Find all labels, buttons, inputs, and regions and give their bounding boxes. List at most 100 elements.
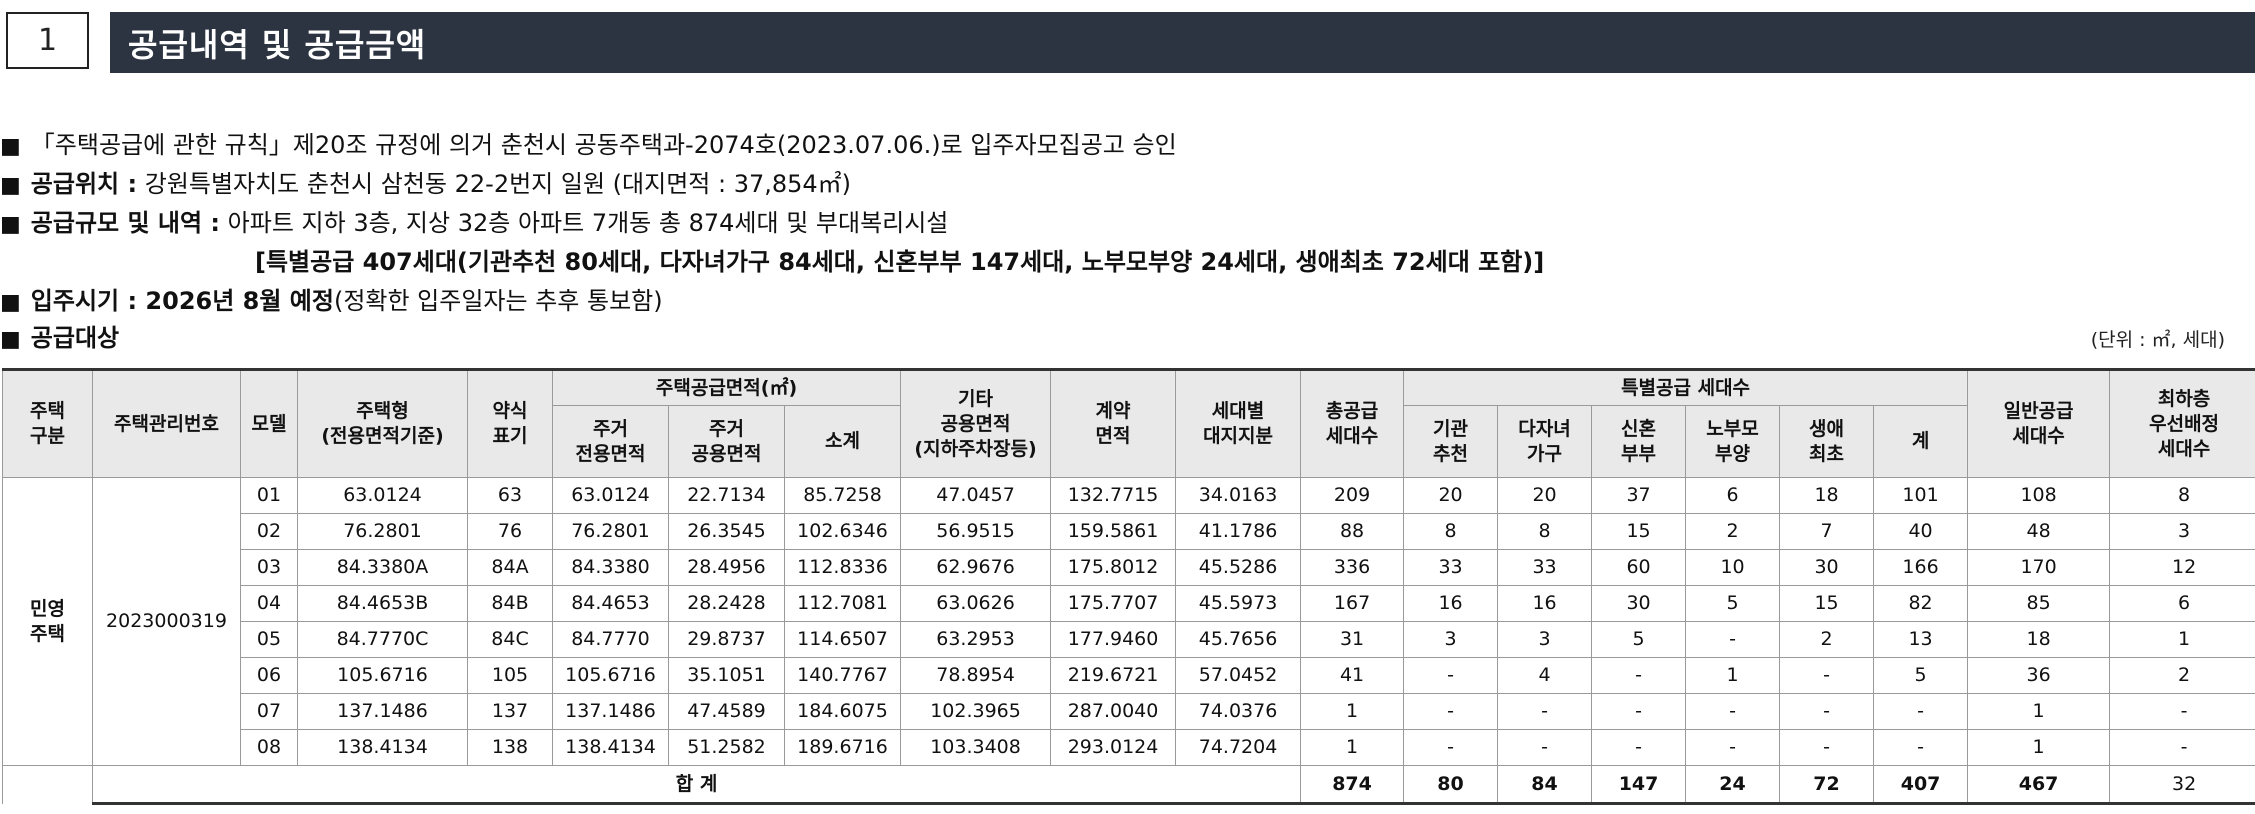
table-cell: -	[1497, 729, 1593, 766]
table-cell: 102.3965	[900, 693, 1052, 730]
total-row-blank	[2, 765, 93, 804]
table-cell: 33	[1403, 549, 1499, 586]
table-cell: 76.2801	[297, 513, 468, 550]
table-cell: 167	[1300, 585, 1405, 622]
col-housing-category: 주택 구분	[2, 369, 93, 478]
intro-target-line: ■ 공급대상	[0, 322, 119, 356]
table-cell: 2	[2109, 657, 2255, 694]
table-cell: 63.0626	[900, 585, 1052, 622]
table-cell: 63.0124	[552, 477, 669, 514]
table-cell: 219.6721	[1050, 657, 1177, 694]
table-cell: 108	[1967, 477, 2111, 514]
col-sp-multichild: 다자녀 가구	[1497, 405, 1593, 478]
table-cell: -	[1591, 657, 1687, 694]
table-cell: 177.9460	[1050, 621, 1177, 658]
table-cell: 63.2953	[900, 621, 1052, 658]
table-cell: 08	[240, 729, 298, 766]
table-cell: 8	[1497, 513, 1593, 550]
table-cell: -	[1779, 657, 1875, 694]
table-cell: 101	[1873, 477, 1969, 514]
table-cell: 84.7770	[552, 621, 669, 658]
table-cell: 62.9676	[900, 549, 1052, 586]
table-cell: 112.7081	[783, 585, 902, 622]
col-other-common: 기타 공용면적 (지하주차장등)	[900, 369, 1052, 478]
table-cell: 5	[1873, 657, 1969, 694]
table-cell: 170	[1967, 549, 2111, 586]
table-cell: 45.7656	[1175, 621, 1302, 658]
table-cell: 1	[1685, 657, 1781, 694]
table-cell: 336	[1300, 549, 1405, 586]
table-cell: -	[1497, 693, 1593, 730]
table-cell: 30	[1779, 549, 1875, 586]
table-cell: 84.3380A	[297, 549, 468, 586]
table-cell: 31	[1300, 621, 1405, 658]
table-cell: 84.7770C	[297, 621, 468, 658]
intro-movein-line: ■ 입주시기 : 2026년 8월 예정(정확한 입주일자는 추후 통보함)	[0, 285, 663, 319]
total-cell: 24	[1685, 765, 1781, 805]
table-cell: -	[1779, 729, 1875, 766]
table-cell: 175.7707	[1050, 585, 1177, 622]
col-sp-elderly: 노부모 부양	[1685, 405, 1781, 478]
table-cell: 84B	[467, 585, 553, 622]
table-cell: 112.8336	[783, 549, 902, 586]
table-cell: 33	[1497, 549, 1593, 586]
bullet-square-icon: ■	[0, 290, 21, 315]
table-cell: -	[1873, 693, 1969, 730]
table-cell: 140.7767	[783, 657, 902, 694]
table-cell: 84.4653B	[297, 585, 468, 622]
table-row: 06 105.6716 105 105.6716 35.1051 140.7767 78.8…	[3, 657, 2255, 694]
movein-value: (정확한 입주일자는 추후 통보함)	[333, 287, 663, 315]
table-cell: -	[1685, 693, 1781, 730]
table-cell: 114.6507	[783, 621, 902, 658]
table-cell: 57.0452	[1175, 657, 1302, 694]
table-cell: 1	[1300, 693, 1405, 730]
table-header: 주택 구분 주택관리번호 모델 주택형 (전용면적기준) 약식 표기 주택공급면…	[2, 369, 2255, 478]
table-row: 민영 주택 2023000319 01 63.0124 63 63.0124 22.7134…	[2, 477, 2255, 766]
table-cell: 04	[240, 585, 298, 622]
table-cell: 74.7204	[1175, 729, 1302, 766]
table-cell: 13	[1873, 621, 1969, 658]
table-cell: 07	[240, 693, 298, 730]
total-label: 합 계	[91, 765, 1302, 805]
table-row: 07 137.1486 137 137.1486 47.4589 184.6075 102.…	[3, 693, 2255, 730]
intro-scale-line: ■ 공급규모 및 내역 : 아파트 지하 3층, 지상 32층 아파트 7개동 총…	[0, 207, 948, 241]
bullet-square-icon: ■	[0, 212, 21, 237]
table-cell: -	[1873, 729, 1969, 766]
table-cell: 1	[1967, 729, 2111, 766]
bullet-square-icon: ■	[0, 134, 21, 159]
table-cell: 01	[240, 477, 298, 514]
col-sp-institution: 기관 추천	[1403, 405, 1499, 478]
table-cell: 22.7134	[668, 477, 785, 514]
total-cell: 80	[1403, 765, 1499, 805]
movein-label: 입주시기 : 2026년 8월 예정	[30, 287, 334, 315]
table-cell: -	[2109, 729, 2255, 766]
table-cell: 159.5861	[1050, 513, 1177, 550]
table-cell: 3	[1497, 621, 1593, 658]
table-cell: 4	[1497, 657, 1593, 694]
table-cell: 18	[1967, 621, 2111, 658]
special-supply-line: [특별공급 407세대(기관추천 80세대, 다자녀가구 84세대, 신혼부부 …	[255, 248, 1545, 276]
table-cell: 15	[1779, 585, 1875, 622]
table-cell: 37	[1591, 477, 1687, 514]
bullet-square-icon: ■	[0, 327, 21, 352]
table-cell: 138.4134	[552, 729, 669, 766]
mgmt-number-cell: 2023000319	[92, 477, 241, 766]
total-cell: 147	[1591, 765, 1687, 805]
table-cell: 84.4653	[552, 585, 669, 622]
table-cell: 102.6346	[783, 513, 902, 550]
table-cell: -	[1403, 693, 1499, 730]
table-row: 03 84.3380A 84A 84.3380 28.4956 112.8336 62.96…	[3, 549, 2255, 586]
table-cell: -	[2109, 693, 2255, 730]
table-cell: 293.0124	[1050, 729, 1177, 766]
table-cell: 7	[1779, 513, 1875, 550]
table-cell: 138.4134	[297, 729, 468, 766]
table-cell: 5	[1591, 621, 1687, 658]
table-cell: 03	[240, 549, 298, 586]
table-cell: 2	[1779, 621, 1875, 658]
table-cell: 8	[1403, 513, 1499, 550]
table-cell: 47.4589	[668, 693, 785, 730]
col-mgmt-number: 주택관리번호	[92, 369, 241, 478]
table-cell: 16	[1497, 585, 1593, 622]
total-cell: 84	[1497, 765, 1593, 805]
table-cell: 28.2428	[668, 585, 785, 622]
